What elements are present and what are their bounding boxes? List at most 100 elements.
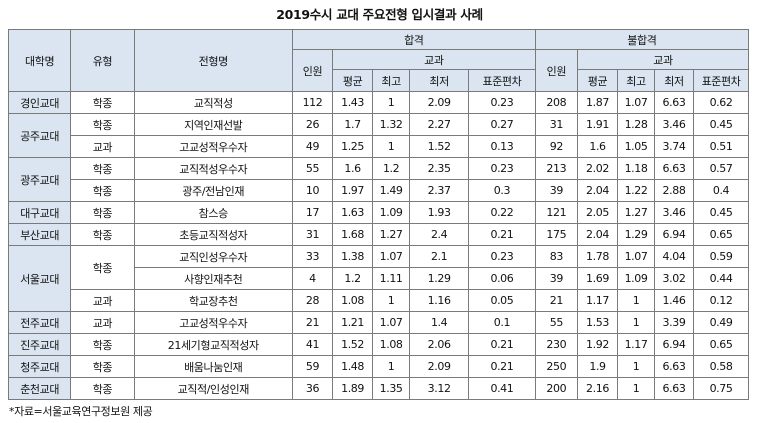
fail-sd-cell: 0.65 (693, 223, 749, 246)
fail-best-cell: 1 (617, 355, 655, 378)
pass-sd-cell: 0.1 (468, 311, 536, 334)
pass-count-cell: 49 (291, 135, 334, 158)
pass-count-cell: 55 (291, 157, 334, 180)
table-row: 공주교대 학종 지역인재선발 26 1.7 1.32 2.27 0.27 31 … (7, 113, 749, 158)
type-cell: 교과 (70, 311, 135, 334)
fail-sd-cell: 0.4 (693, 179, 749, 202)
university-cell: 전주교대 (7, 311, 72, 334)
pass-avg-cell: 1.48 (332, 355, 374, 378)
fail-sd-cell: 0.59 (693, 245, 749, 268)
fail-avg-cell: 1.69 (576, 267, 619, 290)
fail-best-cell: 1.17 (617, 333, 655, 356)
type-cell: 학종 (70, 245, 135, 290)
fail-best-cell: 1.07 (617, 91, 655, 114)
pass-sd-cell: 0.21 (468, 333, 536, 356)
pass-count-cell: 36 (291, 377, 334, 400)
pass-sd-cell: 0.22 (468, 201, 536, 224)
table-title: 2019수시 교대 주요전형 입시결과 사례 (276, 7, 483, 22)
pass-count-cell: 17 (291, 201, 334, 224)
fail-worst-cell: 1.46 (653, 289, 695, 312)
pass-best-cell: 1.2 (372, 157, 411, 180)
header-fail: 불합격 (534, 29, 750, 50)
header-pass-worst: 최저 (409, 69, 470, 92)
fail-worst-cell: 6.63 (653, 377, 695, 400)
pass-best-cell: 1 (372, 355, 411, 378)
fail-worst-cell: 6.94 (653, 333, 695, 356)
fail-sd-cell: 0.58 (693, 355, 749, 378)
fail-avg-cell: 1.87 (576, 91, 619, 114)
table-row: 교과 고교성적우수자 49 1.25 1 1.52 0.13 92 1.6 1.… (9, 135, 749, 158)
pass-worst-cell: 2.06 (409, 333, 470, 356)
fail-worst-cell: 6.63 (653, 157, 695, 180)
fail-avg-cell: 1.9 (576, 355, 619, 378)
pass-sd-cell: 0.3 (468, 179, 536, 202)
fail-best-cell: 1 (617, 311, 655, 334)
pass-count-cell: 59 (291, 355, 334, 378)
fail-avg-cell: 1.92 (576, 333, 619, 356)
pass-avg-cell: 1.89 (332, 377, 374, 400)
pass-count-cell: 10 (291, 179, 334, 202)
fail-count-cell: 213 (534, 157, 578, 180)
pass-avg-cell: 1.2 (332, 267, 374, 290)
pass-worst-cell: 3.12 (409, 377, 470, 400)
pass-sd-cell: 0.21 (468, 223, 536, 246)
pass-sd-cell: 0.27 (468, 113, 536, 136)
pass-sd-cell: 0.41 (468, 377, 536, 400)
pass-worst-cell: 2.09 (409, 91, 470, 114)
fail-avg-cell: 2.04 (576, 223, 619, 246)
fail-worst-cell: 3.02 (653, 267, 695, 290)
fail-best-cell: 1.27 (617, 201, 655, 224)
type-cell: 학종 (70, 91, 135, 114)
type-cell: 학종 (70, 333, 135, 356)
pass-count-cell: 26 (291, 113, 334, 136)
table-row: 진주교대 학종 21세기형교직적성자 41 1.52 1.08 2.06 0.2… (7, 333, 749, 356)
fail-count-cell: 31 (534, 113, 578, 136)
track-cell: 광주/전남인재 (133, 179, 293, 202)
header-pass: 합격 (291, 29, 536, 50)
pass-avg-cell: 1.52 (332, 333, 374, 356)
fail-best-cell: 1 (617, 289, 655, 312)
fail-avg-cell: 1.78 (576, 245, 619, 268)
type-cell: 학종 (70, 355, 135, 378)
pass-avg-cell: 1.68 (332, 223, 374, 246)
fail-count-cell: 92 (534, 135, 578, 158)
pass-best-cell: 1.35 (372, 377, 411, 400)
track-cell: 배움나눔인재 (133, 355, 293, 378)
pass-avg-cell: 1.43 (332, 91, 374, 114)
fail-avg-cell: 2.02 (576, 157, 619, 180)
pass-best-cell: 1.49 (372, 179, 411, 202)
fail-best-cell: 1.05 (617, 135, 655, 158)
type-cell: 학종 (70, 223, 135, 246)
fail-sd-cell: 0.44 (693, 267, 749, 290)
pass-avg-cell: 1.08 (332, 289, 374, 312)
header-university: 대학명 (7, 29, 72, 92)
type-cell: 학종 (70, 113, 135, 136)
fail-best-cell: 1.28 (617, 113, 655, 136)
pass-count-cell: 33 (291, 245, 334, 268)
pass-best-cell: 1.09 (372, 201, 411, 224)
header-fail-grades: 교과 (576, 49, 750, 70)
fail-worst-cell: 3.46 (653, 113, 695, 136)
table-row: 광주교대 학종 교직적성우수자 55 1.6 1.2 2.35 0.23 213… (7, 157, 749, 202)
pass-avg-cell: 1.6 (332, 157, 374, 180)
pass-avg-cell: 1.21 (332, 311, 374, 334)
table-row: 춘천교대 학종 교직적/인성인재 36 1.89 1.35 3.12 0.41 … (7, 377, 749, 400)
pass-worst-cell: 2.27 (409, 113, 470, 136)
type-cell: 학종 (70, 157, 135, 180)
pass-worst-cell: 2.4 (409, 223, 470, 246)
header-fail-count: 인원 (534, 49, 578, 92)
pass-count-cell: 4 (291, 267, 334, 290)
fail-best-cell: 1.22 (617, 179, 655, 202)
header-type: 유형 (70, 29, 135, 92)
pass-count-cell: 28 (291, 289, 334, 312)
fail-count-cell: 230 (534, 333, 578, 356)
track-cell: 지역인재선발 (133, 113, 293, 136)
track-cell: 21세기형교직적성자 (133, 333, 293, 356)
pass-avg-cell: 1.7 (332, 113, 374, 136)
pass-worst-cell: 2.1 (409, 245, 470, 268)
fail-count-cell: 121 (534, 201, 578, 224)
university-cell: 공주교대 (7, 113, 72, 158)
fail-best-cell: 1.18 (617, 157, 655, 180)
table-row: 교과 학교장추천 28 1.08 1 1.16 0.05 21 1.17 1 1… (9, 289, 749, 312)
table-row: 학종 광주/전남인재 10 1.97 1.49 2.37 0.3 39 2.04… (9, 179, 749, 202)
